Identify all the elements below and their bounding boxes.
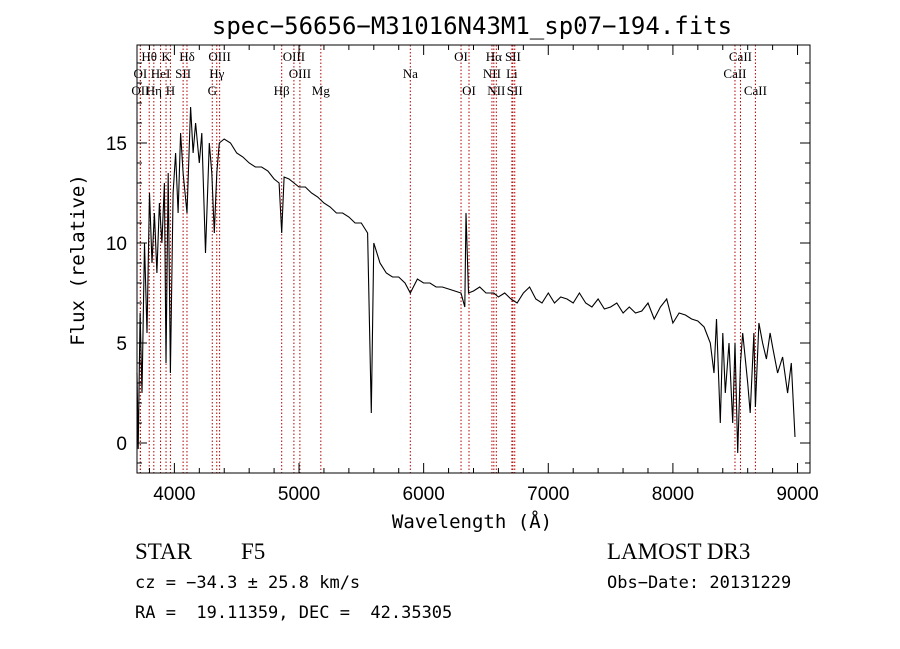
line-label: G: [208, 83, 217, 98]
line-label: K: [161, 49, 171, 64]
line-label: Hγ: [209, 66, 224, 81]
x-tick-label: 6000: [403, 484, 445, 505]
object-subclass: F5: [241, 539, 266, 564]
observation-date: Obs−Date: 20131229: [607, 573, 792, 593]
y-axis-label: Flux (relative): [67, 174, 89, 346]
line-label: H: [166, 83, 175, 98]
line-label: SII: [505, 49, 521, 64]
line-label: OIII: [289, 66, 311, 81]
line-label: NII: [487, 83, 505, 98]
x-tick-label: 4000: [153, 484, 195, 505]
x-tick-label: 7000: [527, 484, 569, 505]
line-label: CaII: [744, 83, 767, 98]
x-tick-label: 8000: [652, 484, 694, 505]
line-label: Hα: [486, 49, 502, 64]
line-label: OI: [462, 83, 476, 98]
line-label: Hθ: [141, 49, 157, 64]
y-tick-label: 0: [116, 434, 127, 455]
spectral-line-markers: [139, 45, 756, 473]
line-label: OIII: [283, 49, 305, 64]
line-label: Hδ: [179, 49, 195, 64]
y-axis-ticks: 0 5 10 15: [106, 62, 810, 464]
line-label: OI: [134, 66, 148, 81]
line-label: CaII: [723, 66, 746, 81]
spectrum-line: [136, 106, 796, 454]
object-class: STAR: [135, 539, 192, 564]
x-tick-label: 5000: [278, 484, 320, 505]
line-label: Li: [506, 66, 518, 81]
line-label: Na: [403, 66, 418, 81]
line-label: OII: [131, 83, 149, 98]
line-label: Hβ: [274, 83, 290, 98]
line-label: OI: [454, 49, 468, 64]
redshift-velocity: cz = −34.3 ± 25.8 km/s: [135, 573, 361, 593]
y-tick-label: 15: [106, 134, 127, 155]
x-tick-label: 9000: [776, 484, 818, 505]
line-label: NII: [483, 66, 501, 81]
x-axis-ticks: 4000 5000 6000 7000 8000 9000: [148, 45, 819, 505]
line-label: Mg: [312, 83, 331, 98]
chart-title: spec−56656−M31016N43M1_sp07−194.fits: [212, 12, 732, 40]
line-label: HeI: [151, 66, 171, 81]
line-label: OIII: [208, 49, 230, 64]
plot-frame: [136, 44, 811, 474]
line-label: Hη: [146, 83, 162, 98]
x-axis-label: Wavelength (Å): [392, 510, 552, 533]
survey-release: LAMOST DR3: [607, 539, 751, 564]
line-label: SII: [175, 66, 191, 81]
y-tick-label: 10: [106, 234, 127, 255]
y-tick-label: 5: [116, 334, 127, 355]
ra-dec-coordinates: RA = 19.11359, DEC = 42.35305: [135, 603, 453, 623]
line-label: CaII: [729, 49, 752, 64]
line-label: SII: [507, 83, 523, 98]
